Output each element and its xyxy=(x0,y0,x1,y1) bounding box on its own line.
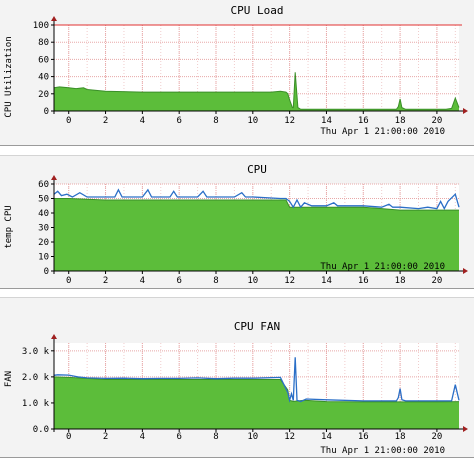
x-tick-label: 6 xyxy=(176,116,181,126)
x-tick-label: 4 xyxy=(140,116,145,126)
x-tick-label: 12 xyxy=(284,116,295,126)
x-tick-label: 12 xyxy=(284,432,295,442)
y-tick-label: 20 xyxy=(38,238,49,248)
cpu-fan-panel: CPU FAN FAN 0.0 1.0 k 2.0 k 3.0 k 0 2 4 6 8 10 12 1… xyxy=(0,297,474,458)
y-tick-label: 60 xyxy=(38,55,49,65)
x-tick-label: 16 xyxy=(358,276,369,286)
x-tick-label: 14 xyxy=(321,432,332,442)
x-tick-label: 20 xyxy=(431,116,442,126)
area-fill xyxy=(54,376,459,429)
y-tick-label: 30 xyxy=(38,224,49,234)
cpu-fan-chart: CPU FAN FAN 0.0 1.0 k 2.0 k 3.0 k 0 2 4 6 8 10 12 1… xyxy=(4,320,468,456)
x-tick-label: 16 xyxy=(358,432,369,442)
plot-area: 0 20 40 60 80 100 0 2 4 6 8 10 12 14 16 18 20 xyxy=(33,16,468,126)
x-tick-label: 10 xyxy=(247,276,258,286)
cpu-load-chart: CPU Load CPU Utilization 0 20 40 60 80 100 0 2 4… xyxy=(4,4,468,137)
y-axis-label: CPU Utilization xyxy=(4,36,14,117)
x-tick-label: 10 xyxy=(247,432,258,442)
y-tick-label: 100 xyxy=(33,21,49,31)
x-tick-label: 10 xyxy=(247,116,258,126)
series-line-fill xyxy=(54,198,459,211)
y-tick-label: 1.0 k xyxy=(22,399,50,409)
x-tick-label: 14 xyxy=(321,276,332,286)
y-tick-label: 2.0 k xyxy=(22,373,50,383)
cpu-temp-chart: CPU temp CPU 0 10 20 30 40 50 60 0 2 4 6 8 10 12 14 16 1… xyxy=(4,163,468,286)
y-tick-label: 60 xyxy=(38,180,49,190)
x-tick-label: 2 xyxy=(103,116,108,126)
x-tick-label: 18 xyxy=(395,432,406,442)
date-label: Thu Apr 1 21:00:00 2010 xyxy=(320,127,445,137)
x-tick-label: 2 xyxy=(103,432,108,442)
y-axis-label: FAN xyxy=(4,371,14,387)
x-tick-label: 18 xyxy=(395,116,406,126)
area-fill xyxy=(54,72,459,111)
plot-area: 0 10 20 30 40 50 60 0 2 4 6 8 10 12 14 16 18 20 xyxy=(38,175,468,286)
series-line xyxy=(53,72,460,110)
y-tick-label: 10 xyxy=(38,253,49,263)
y-tick-label: 3.0 k xyxy=(22,347,50,357)
x-tick-label: 18 xyxy=(395,276,406,286)
x-tick-label: 16 xyxy=(358,116,369,126)
x-tick-label: 12 xyxy=(284,276,295,286)
y-tick-label: 0.0 xyxy=(33,425,49,435)
y-tick-label: 20 xyxy=(38,90,49,100)
cpu-temp-panel: CPU temp CPU 0 10 20 30 40 50 60 0 2 4 6 8 10 12 14 16 1… xyxy=(0,155,474,289)
y-axis-label: temp CPU xyxy=(4,205,14,248)
y-tick-label: 80 xyxy=(38,38,49,48)
plot-area: 0.0 1.0 k 2.0 k 3.0 k 0 2 4 6 8 10 12 14 16 18 20 xyxy=(22,334,468,442)
series-line-fill xyxy=(53,376,460,403)
y-axis-arrow xyxy=(51,175,57,180)
x-axis-arrow xyxy=(463,426,468,432)
y-tick-label: 40 xyxy=(38,73,49,83)
x-tick-label: 14 xyxy=(321,116,332,126)
x-axis-arrow xyxy=(463,108,468,114)
y-tick-label: 50 xyxy=(38,195,49,205)
x-tick-label: 0 xyxy=(66,276,71,286)
x-tick-label: 6 xyxy=(176,432,181,442)
date-label: Thu Apr 1 21:00:00 2010 xyxy=(320,446,445,456)
x-tick-label: 8 xyxy=(213,432,218,442)
chart-title: CPU FAN xyxy=(234,320,280,333)
area-fill xyxy=(54,198,459,271)
x-tick-label: 4 xyxy=(140,276,145,286)
series-line-max xyxy=(53,357,460,403)
series-line-max xyxy=(53,188,460,211)
y-axis-arrow xyxy=(51,16,57,21)
x-tick-label: 20 xyxy=(431,432,442,442)
x-tick-label: 4 xyxy=(140,432,145,442)
x-axis-arrow xyxy=(463,268,468,274)
x-tick-label: 8 xyxy=(213,276,218,286)
x-tick-label: 2 xyxy=(103,276,108,286)
x-tick-label: 6 xyxy=(176,276,181,286)
y-axis-arrow xyxy=(51,334,57,339)
chart-title: CPU Load xyxy=(231,4,284,17)
x-tick-label: 0 xyxy=(66,116,71,126)
x-tick-label: 20 xyxy=(431,276,442,286)
x-tick-label: 8 xyxy=(213,116,218,126)
cpu-load-panel: CPU Load CPU Utilization 0 20 40 60 80 100 0 2 4… xyxy=(0,0,474,146)
y-tick-label: 0 xyxy=(44,267,49,277)
y-tick-label: 0 xyxy=(44,107,49,117)
x-tick-label: 0 xyxy=(66,432,71,442)
chart-title: CPU xyxy=(247,163,267,176)
date-label: Thu Apr 1 21:00:00 2010 xyxy=(320,262,445,272)
y-tick-label: 40 xyxy=(38,209,49,219)
